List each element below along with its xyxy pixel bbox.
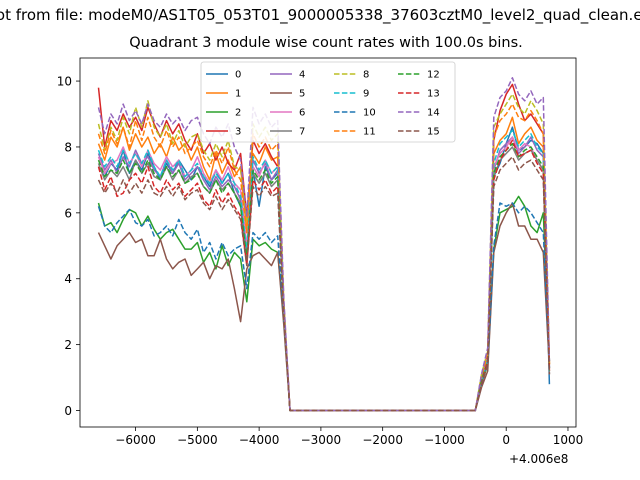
x-tick-label: −4000 <box>239 433 280 447</box>
legend-label-5: 5 <box>299 89 305 100</box>
x-tick-label: −3000 <box>301 433 342 447</box>
series-line-9 <box>97 129 551 412</box>
series-line-0 <box>97 126 551 412</box>
y-tick-label: 2 <box>64 338 72 352</box>
y-tick-label: 4 <box>64 272 72 286</box>
series-line-4 <box>97 136 551 412</box>
x-tick-label: 1000 <box>553 433 584 447</box>
legend-label-11: 11 <box>363 127 376 138</box>
legend-label-7: 7 <box>299 127 305 138</box>
x-tick-label: −1000 <box>424 433 465 447</box>
series-line-6 <box>97 136 551 412</box>
series-line-15 <box>97 156 551 412</box>
x-tick-label: 0 <box>502 433 510 447</box>
legend-label-13: 13 <box>427 89 440 100</box>
legend-label-14: 14 <box>427 108 440 119</box>
legend-label-3: 3 <box>235 127 241 138</box>
legend-box <box>200 61 456 143</box>
legend-label-9: 9 <box>363 89 369 100</box>
legend-label-15: 15 <box>427 127 440 138</box>
legend-label-8: 8 <box>363 70 369 81</box>
x-tick-label: −6000 <box>115 433 156 447</box>
figure-suptitle: Plot from file: modeM0/AS1T05_053T01_900… <box>0 6 640 24</box>
axes-layer: −6000 −5000 −4000 −3000 −2000 −1000 0 1000 0 2 4 6 8… <box>57 75 584 447</box>
series-layer <box>97 77 551 412</box>
y-tick-label: 8 <box>64 140 72 154</box>
x-axis-offset-label: +4.006e8 <box>509 452 569 466</box>
chart-title: Quadrant 3 module wise count rates with … <box>129 35 523 51</box>
legend-label-6: 6 <box>299 108 305 119</box>
plot-frame <box>79 57 577 428</box>
legend-label-4: 4 <box>299 70 305 81</box>
y-tick-label: 0 <box>64 404 72 418</box>
x-tick-label: −5000 <box>177 433 218 447</box>
legend-label-12: 12 <box>427 70 440 81</box>
legend-label-10: 10 <box>363 108 376 119</box>
y-tick-label: 6 <box>64 206 72 220</box>
legend-label-1: 1 <box>235 89 241 100</box>
x-tick-label: −2000 <box>362 433 403 447</box>
legend-label-2: 2 <box>235 108 241 119</box>
y-tick-label: 10 <box>57 75 72 89</box>
legend-label-0: 0 <box>235 70 241 81</box>
